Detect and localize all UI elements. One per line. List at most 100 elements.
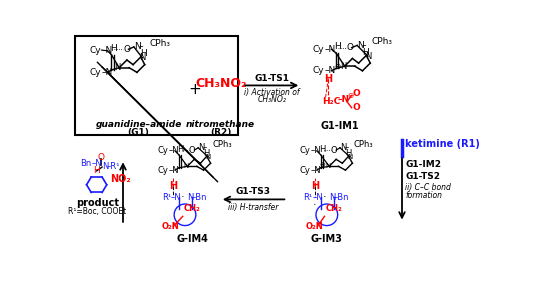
Text: H: H xyxy=(140,49,147,58)
Text: –N: –N xyxy=(313,193,323,202)
Text: N: N xyxy=(198,143,205,152)
Text: H: H xyxy=(319,145,326,154)
Text: N: N xyxy=(206,154,211,160)
Text: R¹=Boc, COOEt: R¹=Boc, COOEt xyxy=(68,207,126,216)
Text: –N: –N xyxy=(171,193,182,202)
Text: O: O xyxy=(189,146,195,155)
Text: –: – xyxy=(345,143,349,152)
Text: N: N xyxy=(340,143,346,152)
Text: G-IM3: G-IM3 xyxy=(311,234,343,244)
Text: –N: –N xyxy=(101,46,113,55)
Text: –N: –N xyxy=(338,95,350,104)
Text: +: + xyxy=(189,82,201,97)
Text: H: H xyxy=(345,149,351,158)
Text: –N: –N xyxy=(324,45,336,54)
Text: Cy: Cy xyxy=(90,46,101,55)
Text: N: N xyxy=(139,53,146,62)
Text: CH₃NO₂: CH₃NO₂ xyxy=(257,95,286,104)
Text: Bn: Bn xyxy=(80,159,92,168)
Text: –Bn: –Bn xyxy=(334,193,349,202)
Text: guanidine–amide: guanidine–amide xyxy=(95,120,182,129)
Text: N: N xyxy=(348,154,353,160)
Text: –Bn: –Bn xyxy=(192,193,207,202)
Text: O: O xyxy=(347,43,354,52)
Text: –: – xyxy=(203,143,207,152)
Text: H: H xyxy=(93,166,100,175)
Text: G1-IM1: G1-IM1 xyxy=(321,121,359,131)
Text: N: N xyxy=(188,193,194,202)
Text: (R2): (R2) xyxy=(210,128,232,137)
Text: Cy: Cy xyxy=(158,146,169,155)
Text: CH₂: CH₂ xyxy=(184,204,200,213)
Text: NO₂: NO₂ xyxy=(110,174,130,184)
Text: i) Activation of: i) Activation of xyxy=(244,88,300,97)
Text: N: N xyxy=(114,63,121,72)
Text: ii) C–C bond: ii) C–C bond xyxy=(405,183,451,192)
Text: –N: –N xyxy=(324,66,336,75)
Text: CH₂: CH₂ xyxy=(325,204,342,213)
Text: N: N xyxy=(365,52,371,61)
Text: H: H xyxy=(169,180,178,191)
Text: ·: · xyxy=(323,192,327,202)
Text: ⊖: ⊖ xyxy=(348,91,354,100)
Text: –N: –N xyxy=(311,146,321,155)
Text: N: N xyxy=(357,41,364,50)
Text: –R¹: –R¹ xyxy=(107,162,120,171)
Text: CPh₃: CPh₃ xyxy=(354,140,373,149)
Text: N: N xyxy=(325,163,330,169)
Text: N: N xyxy=(102,162,108,171)
Text: ·: · xyxy=(313,200,316,210)
Text: H: H xyxy=(324,74,332,83)
Bar xyxy=(75,36,238,135)
Text: Cy: Cy xyxy=(313,66,324,75)
Text: O: O xyxy=(353,103,360,112)
Text: H: H xyxy=(362,48,369,57)
Text: O: O xyxy=(98,153,105,162)
Text: O: O xyxy=(123,45,130,54)
Text: G-IM4: G-IM4 xyxy=(177,234,208,244)
Text: O: O xyxy=(331,146,337,155)
Text: O₂N: O₂N xyxy=(162,222,179,231)
Text: –N: –N xyxy=(169,166,179,175)
Text: H₂C: H₂C xyxy=(322,97,340,106)
Text: CH₃NO₂: CH₃NO₂ xyxy=(195,77,246,91)
Text: G1-TS1: G1-TS1 xyxy=(254,74,289,83)
Text: O₂N: O₂N xyxy=(306,222,323,231)
Text: O: O xyxy=(353,89,360,98)
Text: H: H xyxy=(110,44,117,53)
Text: H: H xyxy=(334,42,340,51)
Text: N: N xyxy=(340,62,346,71)
Text: nitromethane: nitromethane xyxy=(186,120,255,129)
Text: –: – xyxy=(362,41,366,50)
Text: –N: –N xyxy=(311,166,321,175)
Text: (G1): (G1) xyxy=(128,128,150,137)
Text: –N: –N xyxy=(169,146,179,155)
Text: –: – xyxy=(139,42,143,51)
Text: Cy: Cy xyxy=(90,68,101,77)
Text: ⊕: ⊕ xyxy=(334,62,340,71)
Text: H: H xyxy=(177,145,184,154)
Text: formation: formation xyxy=(405,191,442,200)
Text: G1-TS3: G1-TS3 xyxy=(236,187,271,196)
Text: product: product xyxy=(76,198,119,208)
Text: –N: –N xyxy=(101,68,113,77)
Text: iii) H-transfer: iii) H-transfer xyxy=(228,202,278,212)
Text: ⊕: ⊕ xyxy=(319,162,325,168)
Text: Cy: Cy xyxy=(158,166,169,175)
Text: H: H xyxy=(311,180,319,191)
Text: CPh₃: CPh₃ xyxy=(371,37,392,46)
Text: ·: · xyxy=(181,192,185,202)
Text: R¹: R¹ xyxy=(162,193,171,202)
Text: G1-TS2: G1-TS2 xyxy=(405,172,440,181)
Text: ketimine (R1): ketimine (R1) xyxy=(405,139,480,149)
Text: N: N xyxy=(329,193,336,202)
Text: CPh₃: CPh₃ xyxy=(212,140,232,149)
Text: Cy: Cy xyxy=(313,45,324,54)
Text: H: H xyxy=(203,149,209,158)
Text: N: N xyxy=(183,163,189,169)
Text: Cy: Cy xyxy=(300,166,311,175)
Text: N: N xyxy=(134,42,141,51)
Text: –N: –N xyxy=(91,159,102,168)
Text: CPh₃: CPh₃ xyxy=(150,39,170,48)
Text: R¹: R¹ xyxy=(304,193,313,202)
